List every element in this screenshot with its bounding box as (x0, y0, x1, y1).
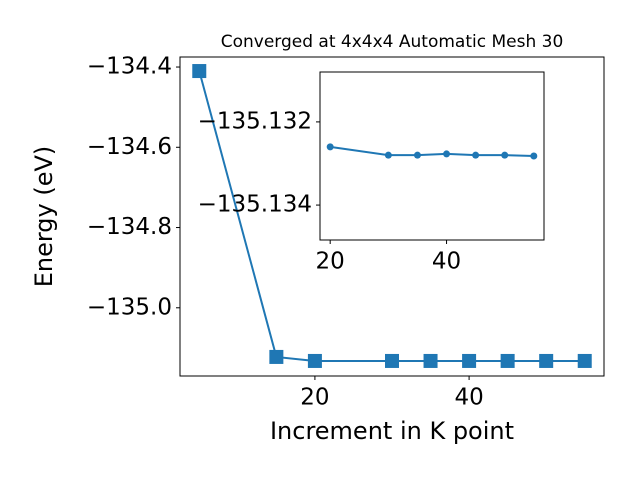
marker (501, 151, 509, 159)
y-tick-label: −135.132 (198, 108, 312, 134)
marker (192, 64, 207, 79)
marker (443, 150, 451, 158)
marker (413, 151, 421, 159)
x-tick-label: 40 (432, 249, 461, 275)
chart-title: Converged at 4x4x4 Automatic Mesh 30 (221, 32, 564, 52)
y-tick-label: −134.4 (87, 54, 172, 80)
marker (269, 349, 284, 364)
x-tick-label: 20 (300, 385, 329, 411)
y-axis-label: Energy (eV) (30, 146, 58, 288)
marker (539, 353, 554, 368)
marker (307, 353, 322, 368)
x-axis-label: Increment in K point (270, 417, 514, 445)
y-tick-label: −134.8 (87, 214, 172, 240)
y-tick-label: −135.0 (87, 294, 172, 320)
marker (423, 353, 438, 368)
x-tick-label: 40 (454, 385, 483, 411)
axes-frame (179, 56, 605, 377)
marker (500, 353, 515, 368)
marker (462, 353, 477, 368)
y-tick-label: −135.134 (198, 192, 312, 218)
marker (472, 151, 480, 159)
marker (530, 152, 538, 160)
x-tick-label: 20 (316, 249, 345, 275)
marker (577, 353, 592, 368)
y-tick-label: −134.6 (87, 134, 172, 160)
marker (326, 143, 334, 151)
marker (384, 151, 392, 159)
marker (385, 353, 399, 368)
axes-frame (319, 71, 545, 241)
